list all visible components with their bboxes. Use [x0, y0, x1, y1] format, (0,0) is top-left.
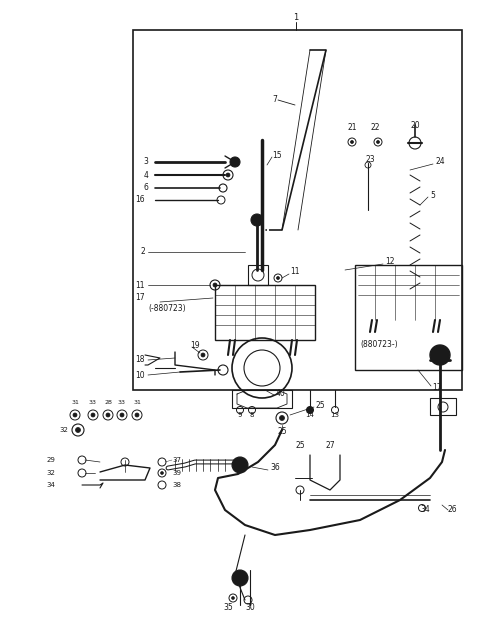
Text: 25: 25: [315, 401, 324, 409]
Text: 1: 1: [293, 14, 299, 22]
Text: 40: 40: [276, 389, 286, 397]
Bar: [215, 285, 315, 340]
Text: 15: 15: [272, 150, 282, 160]
Text: 26: 26: [448, 505, 457, 515]
Bar: [232, 390, 292, 408]
Text: 38: 38: [172, 482, 181, 488]
Text: 6: 6: [143, 183, 148, 192]
Text: 24: 24: [435, 157, 444, 167]
Circle shape: [232, 457, 248, 473]
Circle shape: [73, 413, 77, 417]
Text: (-880723): (-880723): [148, 303, 186, 313]
Circle shape: [231, 597, 235, 600]
Text: 11: 11: [135, 281, 145, 290]
Text: 29: 29: [46, 457, 55, 463]
Text: 34: 34: [46, 482, 55, 488]
Text: 16: 16: [135, 195, 145, 205]
Bar: [430, 398, 456, 415]
Text: 8: 8: [250, 412, 254, 418]
Text: 39: 39: [172, 470, 181, 476]
Circle shape: [201, 353, 205, 357]
Circle shape: [226, 173, 230, 177]
Text: 2: 2: [140, 248, 145, 256]
Text: 32: 32: [59, 427, 68, 433]
Text: 31: 31: [133, 399, 141, 404]
Text: 13: 13: [331, 412, 339, 418]
Text: 31: 31: [71, 399, 79, 404]
Text: 11: 11: [290, 268, 300, 276]
Text: 7: 7: [272, 95, 277, 104]
Text: 25: 25: [277, 427, 287, 437]
Circle shape: [279, 416, 285, 421]
Circle shape: [430, 345, 450, 365]
Text: 14: 14: [306, 412, 314, 418]
Circle shape: [232, 570, 248, 586]
Circle shape: [230, 157, 240, 167]
Circle shape: [160, 472, 164, 474]
Text: 34: 34: [420, 505, 430, 515]
Text: 20: 20: [410, 120, 420, 130]
Circle shape: [120, 413, 124, 417]
Circle shape: [376, 140, 380, 144]
Text: 17: 17: [135, 293, 145, 303]
Bar: [133, 30, 462, 390]
Text: 19: 19: [190, 341, 200, 349]
Text: 4: 4: [143, 170, 148, 180]
Text: 36: 36: [270, 464, 280, 472]
Text: 33: 33: [89, 399, 97, 404]
Text: 35: 35: [223, 603, 233, 613]
Text: (880723-): (880723-): [360, 341, 397, 349]
Text: 28: 28: [104, 399, 112, 404]
Text: 27: 27: [325, 441, 335, 449]
Text: 25: 25: [295, 441, 305, 449]
Text: 37: 37: [172, 457, 181, 463]
Circle shape: [106, 413, 110, 417]
Circle shape: [91, 413, 95, 417]
Text: 23: 23: [365, 155, 374, 165]
Text: 17: 17: [432, 384, 442, 392]
Circle shape: [350, 140, 353, 144]
Circle shape: [434, 349, 446, 361]
Circle shape: [75, 427, 81, 432]
Circle shape: [251, 214, 263, 226]
Text: 5: 5: [430, 190, 435, 200]
Text: 30: 30: [245, 603, 255, 613]
Text: 33: 33: [118, 399, 126, 404]
Circle shape: [307, 406, 313, 414]
Bar: [248, 265, 268, 285]
Text: 22: 22: [370, 124, 380, 132]
Text: 9: 9: [238, 412, 242, 418]
Text: 12: 12: [385, 258, 395, 266]
Text: 18: 18: [135, 356, 145, 364]
Text: 10: 10: [135, 371, 145, 379]
Circle shape: [276, 276, 279, 280]
Circle shape: [135, 413, 139, 417]
Text: 3: 3: [143, 157, 148, 167]
Bar: [355, 265, 462, 370]
Circle shape: [213, 283, 217, 287]
Text: 21: 21: [347, 124, 357, 132]
Text: 32: 32: [46, 470, 55, 476]
